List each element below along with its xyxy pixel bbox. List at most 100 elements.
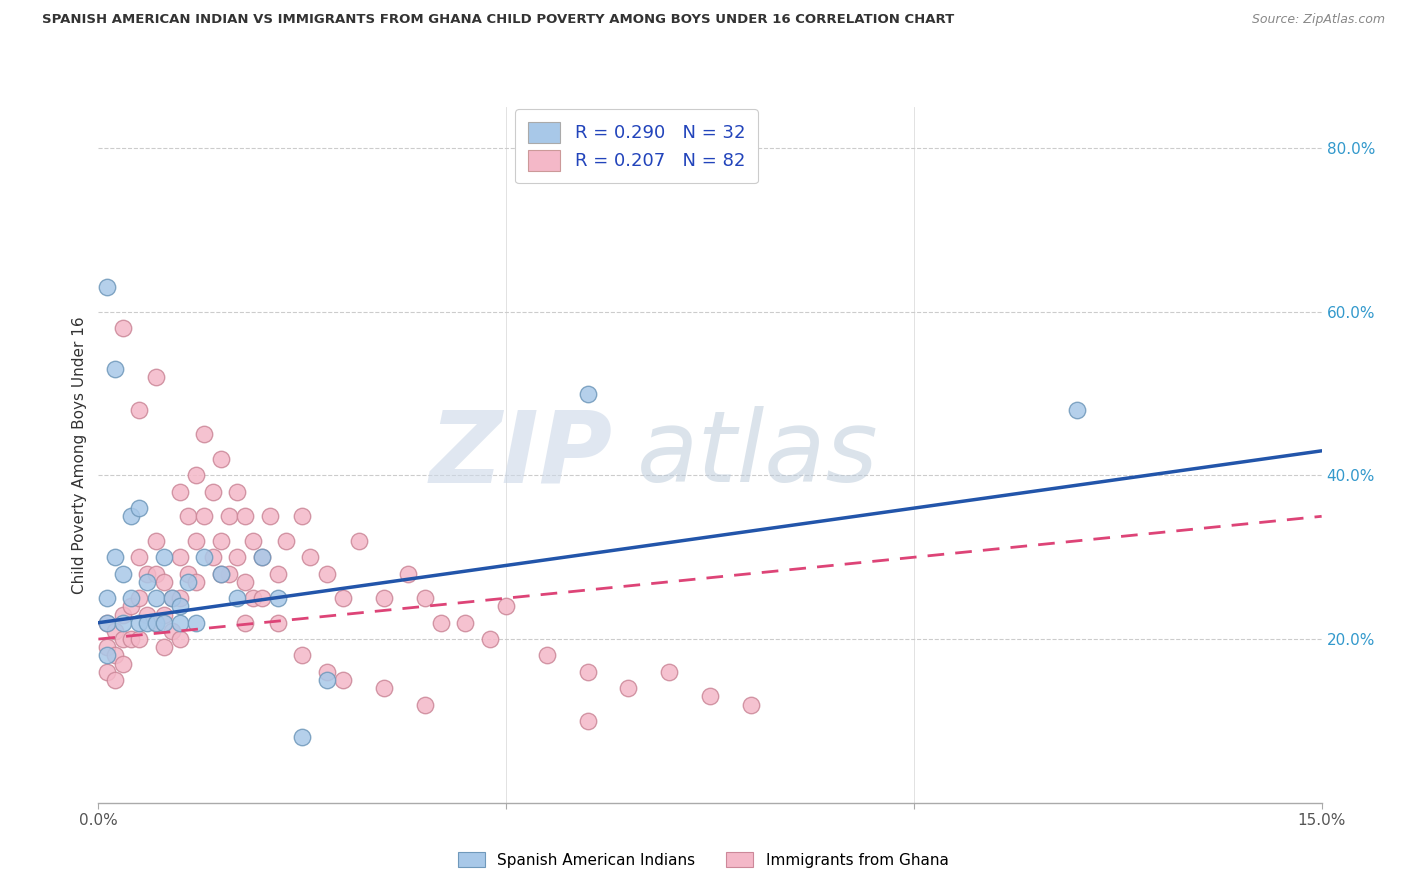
Point (177, 566, 200, 581)
Point (250, 550, 273, 565)
Point (96, 591, 118, 606)
Point (658, 665, 681, 679)
Point (233, 574, 256, 589)
Point (128, 615, 150, 630)
Point (177, 574, 200, 589)
Point (160, 624, 183, 638)
Point (242, 533, 264, 548)
Point (274, 533, 297, 548)
Point (332, 591, 354, 606)
Point (209, 566, 232, 581)
Point (315, 566, 337, 581)
Point (201, 550, 224, 565)
Point (373, 681, 395, 696)
Point (291, 648, 314, 663)
Y-axis label: Child Poverty Among Boys Under 16: Child Poverty Among Boys Under 16 (72, 316, 87, 594)
Point (576, 665, 599, 679)
Point (169, 615, 191, 630)
Point (120, 509, 142, 524)
Point (478, 632, 501, 646)
Point (186, 468, 208, 483)
Point (111, 321, 134, 335)
Point (209, 566, 232, 581)
Point (96, 280, 118, 294)
Point (152, 607, 174, 622)
Point (332, 673, 354, 687)
Point (186, 615, 208, 630)
Point (136, 607, 159, 622)
Point (186, 533, 208, 548)
Point (576, 714, 599, 728)
Text: ZIP: ZIP (429, 407, 612, 503)
Point (104, 550, 127, 565)
Legend: Spanish American Indians, Immigrants from Ghana: Spanish American Indians, Immigrants fro… (450, 844, 956, 875)
Point (128, 501, 150, 516)
Point (111, 632, 134, 646)
Point (120, 591, 142, 606)
Point (396, 566, 419, 581)
Point (169, 484, 191, 499)
Point (152, 640, 174, 655)
Point (430, 615, 453, 630)
Point (111, 615, 134, 630)
Point (250, 550, 273, 565)
Point (315, 673, 337, 687)
Point (128, 632, 150, 646)
Point (233, 615, 256, 630)
Point (218, 509, 240, 524)
Point (218, 566, 240, 581)
Point (128, 550, 150, 565)
Point (152, 574, 174, 589)
Text: Source: ZipAtlas.com: Source: ZipAtlas.com (1251, 13, 1385, 27)
Point (96, 640, 118, 655)
Point (576, 386, 599, 401)
Point (128, 591, 150, 606)
Point (111, 566, 134, 581)
Point (413, 698, 436, 712)
Legend: R = 0.290   N = 32, R = 0.207   N = 82: R = 0.290 N = 32, R = 0.207 N = 82 (515, 109, 758, 184)
Point (413, 591, 436, 606)
Point (96, 648, 118, 663)
Point (152, 550, 174, 565)
Point (145, 615, 167, 630)
Point (145, 615, 167, 630)
Point (160, 591, 183, 606)
Point (226, 484, 249, 499)
Point (152, 615, 174, 630)
Point (128, 403, 150, 417)
Point (145, 370, 167, 384)
Point (96, 615, 118, 630)
Point (226, 591, 249, 606)
Point (193, 427, 215, 442)
Point (145, 533, 167, 548)
Point (136, 566, 159, 581)
Point (242, 591, 264, 606)
Point (104, 624, 127, 638)
Point (177, 509, 200, 524)
Point (250, 591, 273, 606)
Point (193, 509, 215, 524)
Point (209, 533, 232, 548)
Point (169, 632, 191, 646)
Point (104, 673, 127, 687)
Point (291, 509, 314, 524)
Text: SPANISH AMERICAN INDIAN VS IMMIGRANTS FROM GHANA CHILD POVERTY AMONG BOYS UNDER : SPANISH AMERICAN INDIAN VS IMMIGRANTS FR… (42, 13, 955, 27)
Point (699, 690, 721, 704)
Point (349, 533, 371, 548)
Point (226, 550, 249, 565)
Point (1066, 403, 1088, 417)
Point (169, 591, 191, 606)
Point (96, 665, 118, 679)
Point (315, 665, 337, 679)
Point (267, 566, 290, 581)
Point (291, 731, 314, 745)
Point (267, 615, 290, 630)
Point (145, 566, 167, 581)
Point (209, 452, 232, 467)
Point (111, 657, 134, 671)
Point (617, 681, 640, 696)
Point (740, 698, 762, 712)
Point (193, 550, 215, 565)
Point (120, 599, 142, 614)
Point (536, 648, 558, 663)
